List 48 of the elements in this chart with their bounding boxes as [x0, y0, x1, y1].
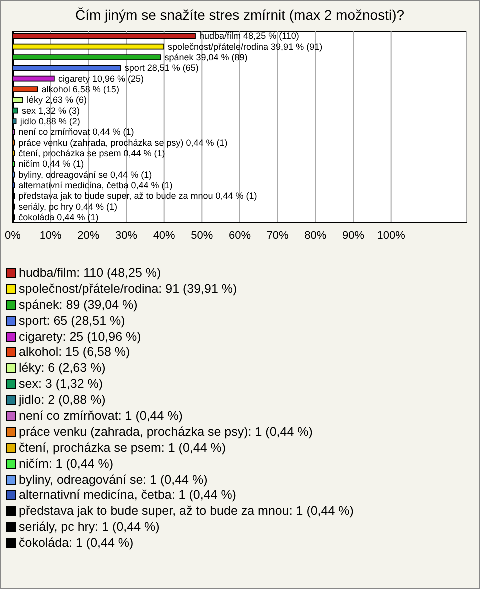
category-label: alternativní medicína, četba 0,44 % (1)	[18, 180, 173, 190]
category-label: práce venku (zahrada, procházka se psy) 0,44 % (1)	[18, 138, 228, 148]
x-tick-label: 60%	[228, 230, 252, 242]
text: ničím: 1 (0,44 %)	[19, 456, 114, 471]
text: čokoláda: 1 (0,44 %)	[19, 536, 134, 550]
text: představa jak to bude super, až to bude za mnou: 1 (0,44 %)	[19, 504, 354, 518]
x-tick-label: 40%	[153, 230, 176, 242]
x-tick-label: 10%	[40, 230, 62, 242]
category-label: sex 1,32 % (3)	[22, 106, 80, 116]
x-tick-label: 20%	[78, 230, 100, 242]
category-label: není co zmírňovat 0,44 % (1)	[18, 127, 134, 138]
text: sport: 65 (28,51 %)	[19, 314, 126, 328]
category-label: sport 28,51 % (65)	[124, 63, 199, 74]
category-label: ničím 0,44 % (1)	[18, 159, 84, 170]
x-tick-label: 70%	[266, 230, 290, 242]
category-label: byliny, odreagování se 0,44 % (1)	[18, 170, 152, 180]
category-label: čtení, procházka se psem 0,44 % (1)	[18, 148, 166, 158]
text: čtení, procházka se psem: 1 (0,44 %)	[19, 440, 226, 455]
text: není co zmírňovat: 1 (0,44 %)	[19, 408, 183, 423]
category-label: cigarety 10,96 % (25)	[58, 74, 144, 84]
category-label: čokoláda 0,44 % (1)	[18, 212, 99, 222]
text: práce venku (zahrada, procházka se psy): 1 (0,44 %)	[19, 424, 313, 439]
x-tick-label: 90%	[342, 230, 365, 242]
category-label: hudba/film 48,25 % (110)	[200, 31, 300, 42]
text: alkohol: 15 (6,58 %)	[19, 345, 130, 360]
category-label: spánek 39,04 % (89)	[164, 52, 248, 62]
x-tick-label: 80%	[304, 230, 327, 242]
text: byliny, odreagování se: 1 (0,44 %)	[19, 472, 208, 487]
text: spánek: 89 (39,04 %)	[19, 298, 138, 312]
category-label: léky 2,63 % (6)	[26, 95, 87, 106]
text: hudba/film: 110 (48,25 %)	[19, 266, 162, 280]
text: léky: 6 (2,63 %)	[19, 361, 106, 376]
category-label: alkohol 6,58 % (15)	[42, 84, 120, 94]
text: seriály, pc hry: 1 (0,44 %)	[19, 520, 160, 534]
x-tick-label: 0%	[5, 230, 22, 242]
text: cigarety: 25 (10,96 %)	[19, 330, 142, 344]
x-tick-label: 50%	[191, 230, 214, 242]
chart-title: Čím jiným se snažíte stres zmírnit (max 2 možnosti)?	[74, 7, 406, 25]
x-tick-label: 100%	[377, 230, 406, 242]
text: společnost/přátele/rodina: 91 (39,91 %)	[19, 282, 238, 296]
x-tick-label: 30%	[115, 230, 138, 242]
category-label: jidlo 0,88 % (2)	[20, 116, 80, 126]
category-label: společnost/přátele/rodina 39,91 % (91)	[168, 42, 323, 52]
category-label: představa jak to bude super, až to bude za mnou 0,44 % (1)	[18, 191, 258, 202]
text: sex: 3 (1,32 %)	[19, 377, 104, 392]
text: alternativní medicína, četba: 1 (0,44 %)	[19, 488, 236, 502]
category-label: seriály, pc hry 0,44 % (1)	[18, 202, 118, 212]
text: jidlo: 2 (0,88 %)	[19, 393, 106, 408]
